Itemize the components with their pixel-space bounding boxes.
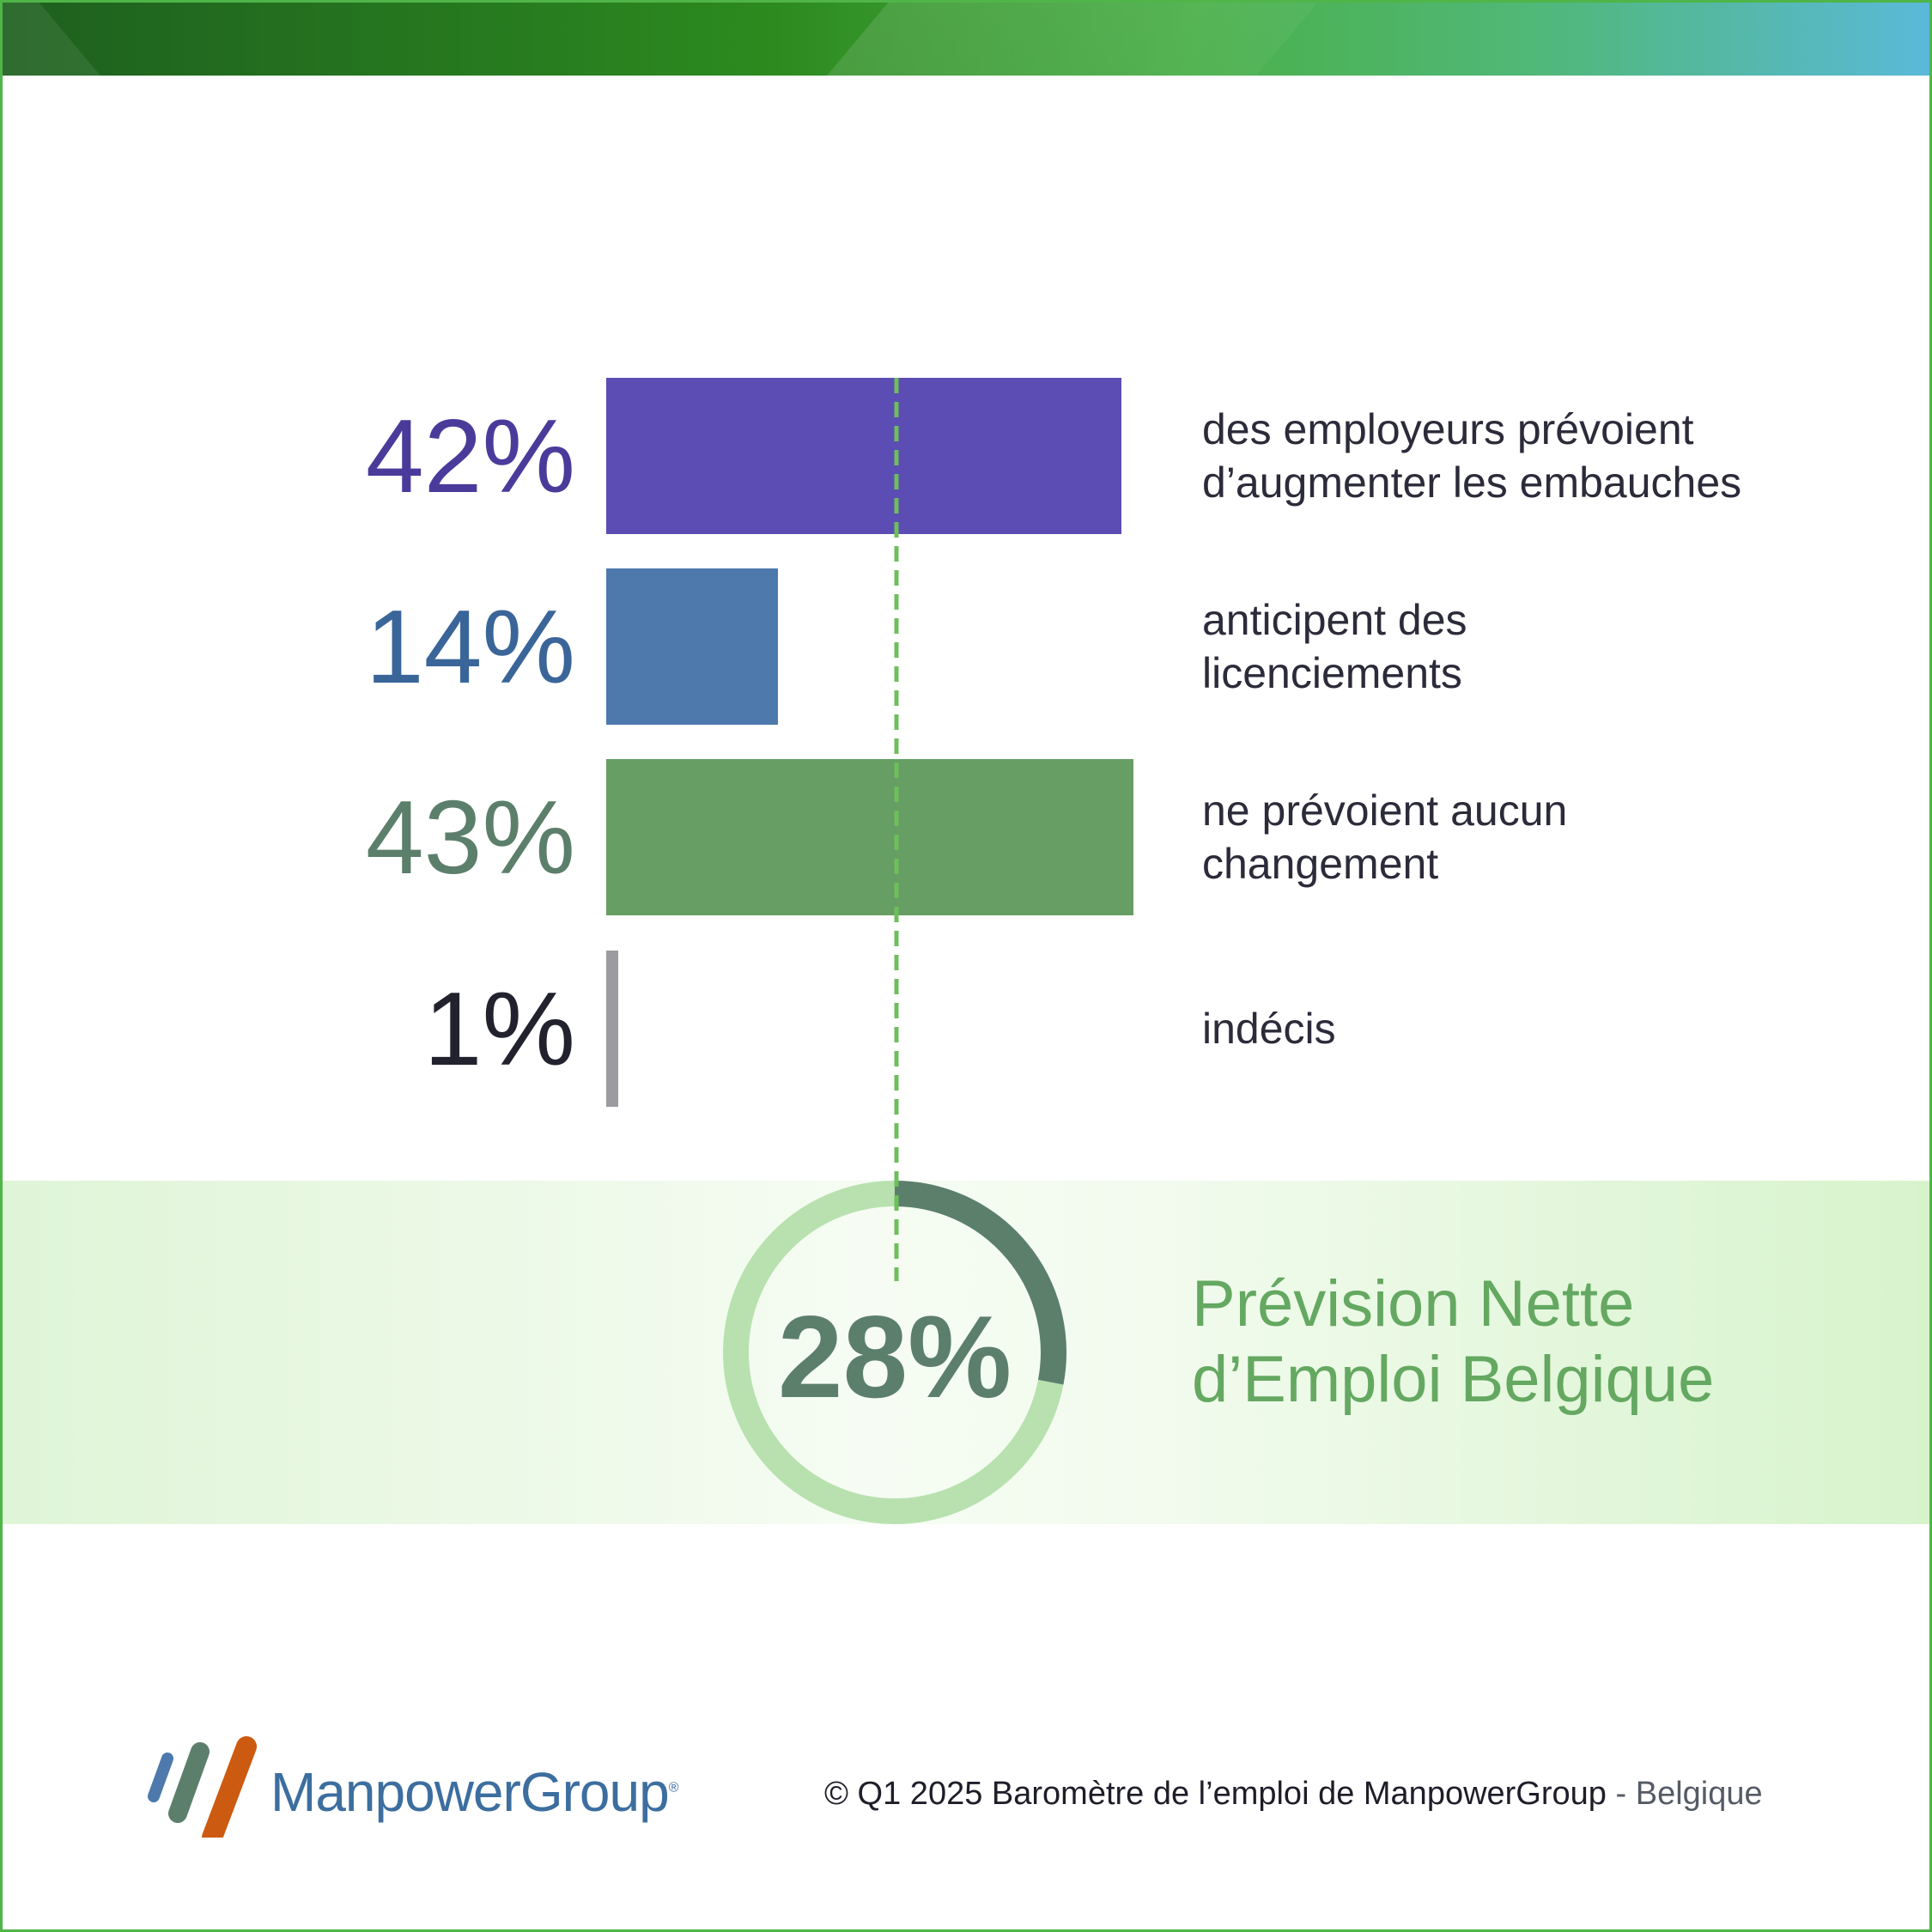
bar-no-change: [606, 759, 1133, 915]
value-label-hiring-increase: 42%: [365, 398, 575, 514]
footer-region: Belgique: [1635, 1776, 1763, 1812]
brand-name: ManpowerGroup®: [270, 1761, 678, 1823]
header-band: [0, 0, 1932, 76]
net-forecast-label: Prévision Nette d’Emploi Belgique: [1192, 1267, 1715, 1416]
bar-undecided: [606, 951, 619, 1107]
category-label-hiring-increase: des employeurs prévoient d’augmenter les…: [1202, 405, 1742, 507]
footer-separator: -: [1606, 1776, 1636, 1812]
category-label-undecided: indécis: [1202, 1005, 1336, 1053]
manpowergroup-logo-icon: [148, 1736, 257, 1838]
footer-source-text: © Q1 2025 Baromètre de l’emploi de Manpo…: [824, 1776, 1607, 1812]
net-forecast-band: [3, 1181, 1929, 1524]
category-label-layoffs: anticipent des licenciements: [1202, 596, 1467, 697]
gauge-value-arc: [894, 1181, 1066, 1385]
value-label-undecided: 1%: [423, 970, 575, 1087]
net-forecast-value: 28%: [777, 1291, 1012, 1422]
value-label-layoffs: 14%: [365, 588, 575, 705]
category-label-no-change: ne prévoient aucun changement: [1202, 787, 1568, 888]
footer-source: © Q1 2025 Baromètre de l’emploi de Manpo…: [824, 1776, 1763, 1813]
bar-hiring-increase: [606, 378, 1121, 534]
value-label-no-change: 43%: [365, 779, 575, 896]
bar-layoffs: [606, 568, 778, 725]
